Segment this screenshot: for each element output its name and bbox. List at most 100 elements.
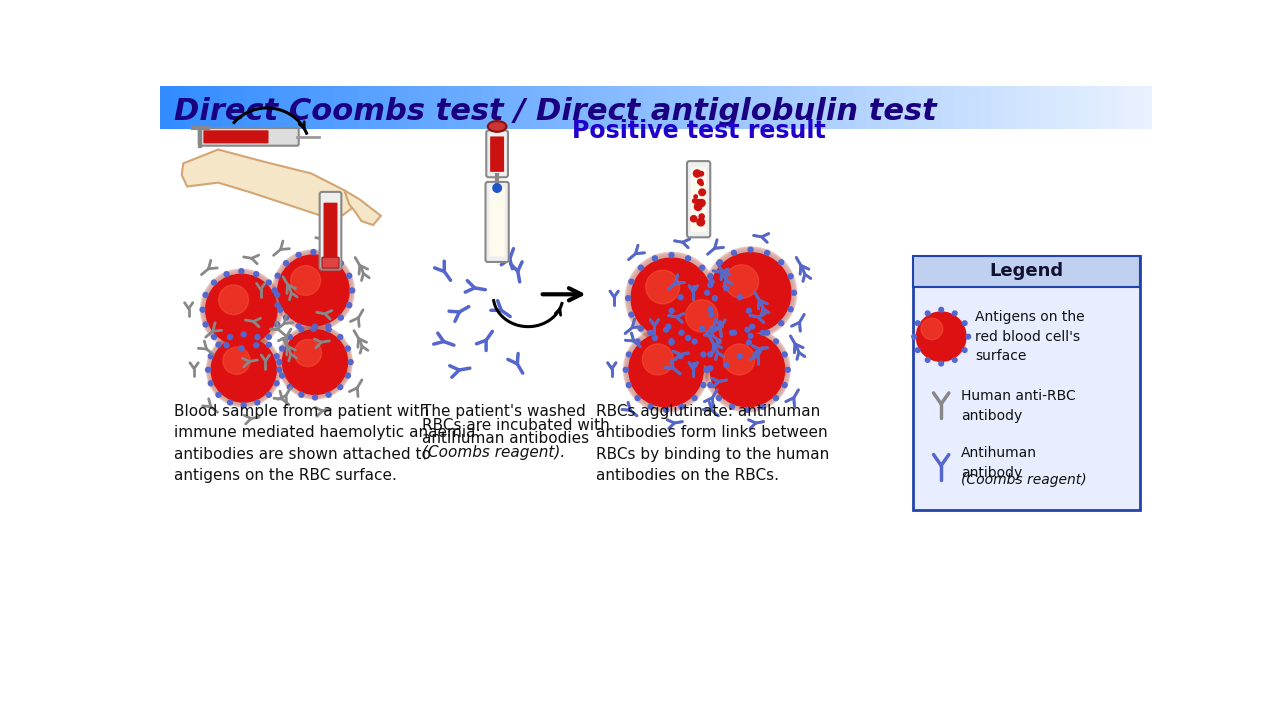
Text: Positive test result: Positive test result: [572, 119, 826, 143]
Bar: [334, 84, 348, 129]
Circle shape: [709, 279, 714, 284]
Circle shape: [723, 286, 728, 291]
Circle shape: [708, 282, 713, 287]
Circle shape: [678, 354, 684, 359]
Circle shape: [701, 352, 705, 357]
Polygon shape: [182, 150, 352, 220]
Bar: [581, 84, 595, 129]
Bar: [458, 84, 471, 129]
Circle shape: [639, 326, 644, 331]
Circle shape: [925, 358, 931, 362]
Circle shape: [287, 335, 292, 339]
Circle shape: [708, 274, 713, 279]
Circle shape: [669, 339, 675, 343]
Circle shape: [255, 400, 260, 405]
Bar: [321, 84, 335, 129]
Bar: [1128, 84, 1142, 129]
Circle shape: [709, 312, 714, 317]
Bar: [904, 84, 918, 129]
Bar: [470, 84, 484, 129]
Circle shape: [346, 346, 351, 351]
Circle shape: [669, 253, 675, 258]
Text: (Coombs reagent): (Coombs reagent): [961, 473, 1087, 487]
Circle shape: [694, 195, 698, 198]
Bar: [532, 84, 547, 129]
Circle shape: [493, 184, 502, 192]
Circle shape: [296, 253, 301, 257]
Circle shape: [266, 342, 271, 347]
Circle shape: [338, 315, 343, 320]
Circle shape: [209, 354, 214, 359]
Bar: [1139, 84, 1153, 129]
Circle shape: [628, 333, 703, 407]
Bar: [396, 84, 410, 129]
Circle shape: [206, 333, 282, 407]
Circle shape: [311, 250, 316, 254]
Bar: [544, 84, 558, 129]
Circle shape: [625, 252, 718, 344]
Circle shape: [278, 325, 352, 398]
Circle shape: [678, 405, 684, 409]
Bar: [916, 84, 931, 129]
Text: Antihuman
antibody: Antihuman antibody: [961, 446, 1037, 480]
FancyBboxPatch shape: [486, 130, 508, 177]
Bar: [308, 84, 323, 129]
Circle shape: [326, 253, 330, 257]
Bar: [755, 84, 769, 129]
Circle shape: [628, 312, 634, 317]
Circle shape: [298, 392, 303, 397]
Bar: [954, 84, 968, 129]
Bar: [557, 84, 571, 129]
Circle shape: [209, 335, 279, 405]
Circle shape: [690, 215, 696, 222]
Circle shape: [666, 282, 755, 371]
Circle shape: [707, 248, 795, 337]
Circle shape: [717, 339, 722, 344]
Circle shape: [778, 321, 783, 325]
Bar: [694, 84, 707, 129]
Circle shape: [704, 247, 797, 339]
Circle shape: [672, 288, 749, 365]
Bar: [284, 84, 298, 129]
Circle shape: [705, 290, 709, 295]
Circle shape: [700, 265, 705, 270]
Circle shape: [326, 392, 332, 397]
Bar: [1041, 84, 1055, 129]
FancyBboxPatch shape: [198, 128, 298, 145]
Circle shape: [782, 382, 787, 387]
Circle shape: [224, 271, 229, 276]
Circle shape: [678, 294, 684, 300]
Circle shape: [773, 395, 778, 400]
Circle shape: [201, 269, 283, 351]
Bar: [780, 84, 794, 129]
Circle shape: [241, 402, 246, 408]
Circle shape: [701, 382, 705, 387]
Circle shape: [708, 330, 787, 410]
Circle shape: [275, 292, 279, 297]
Bar: [1065, 84, 1079, 129]
FancyBboxPatch shape: [489, 187, 504, 256]
Bar: [1078, 84, 1092, 129]
Circle shape: [938, 361, 943, 366]
Circle shape: [666, 324, 671, 329]
FancyBboxPatch shape: [204, 130, 269, 143]
Circle shape: [211, 280, 216, 285]
Circle shape: [347, 302, 352, 307]
Circle shape: [708, 307, 713, 312]
Circle shape: [698, 179, 703, 184]
Circle shape: [748, 247, 753, 252]
Circle shape: [241, 332, 246, 337]
FancyBboxPatch shape: [320, 192, 342, 270]
Circle shape: [700, 182, 703, 186]
Circle shape: [705, 328, 790, 413]
Circle shape: [686, 256, 691, 261]
Bar: [941, 84, 955, 129]
Circle shape: [708, 366, 713, 371]
Circle shape: [963, 321, 966, 325]
Circle shape: [699, 214, 704, 219]
Circle shape: [279, 346, 284, 351]
Circle shape: [707, 329, 788, 410]
Circle shape: [278, 255, 349, 326]
Circle shape: [708, 352, 713, 357]
Circle shape: [686, 300, 718, 332]
